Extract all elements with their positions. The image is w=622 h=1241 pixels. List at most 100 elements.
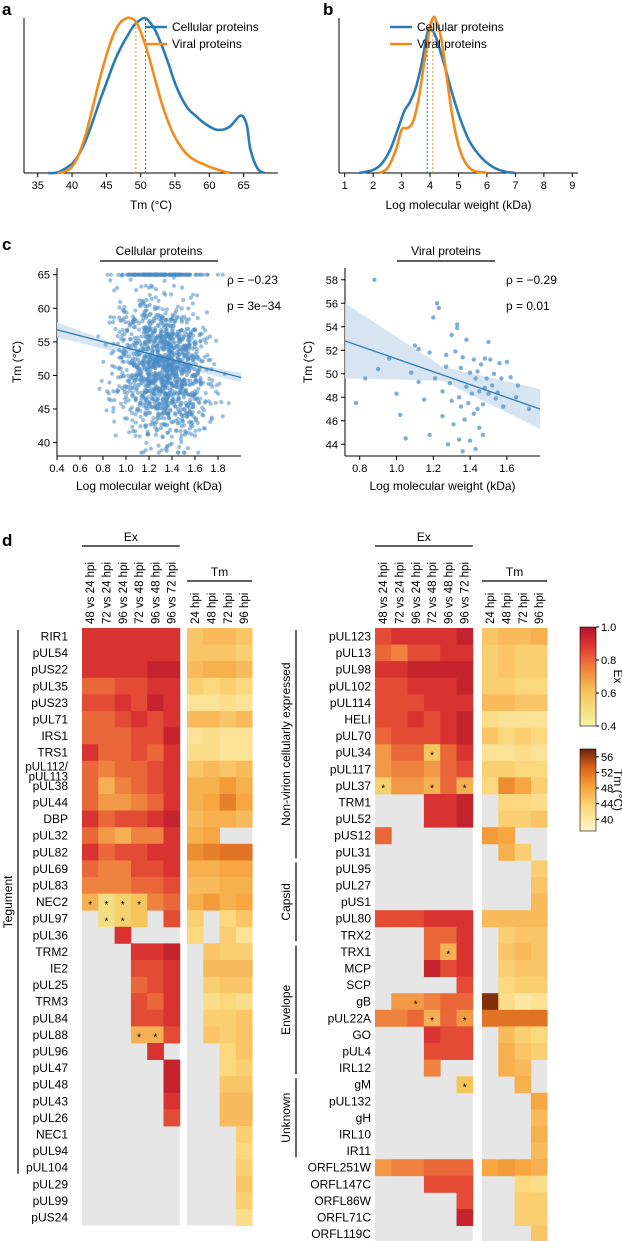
ex-cell [391,1009,408,1027]
ex-cell [440,1009,457,1027]
ex-cell [147,877,164,894]
scatter-point [121,359,126,364]
x-tick-label: 0.8 [95,463,110,475]
heatmap-row: pUL99 [33,1192,253,1210]
scatter-point [168,427,173,432]
ex-cell [147,777,164,795]
ex-cell [98,677,115,695]
x-axis-label: Log molecular weight (kDa) [76,479,222,493]
scatter-point [148,380,154,385]
tm-cell [187,843,204,861]
ex-column-label: 48 vs 24 hpi [85,562,97,624]
scatter-point [202,408,207,413]
ex-cell [440,943,457,961]
ex-cell [98,810,115,828]
scatter-point [153,287,159,292]
ex-cell [456,976,474,994]
heatmap-row: pUL70 [336,727,548,745]
tm-cell [530,993,548,1011]
scatter-point [116,375,121,380]
scatter-point [168,407,173,412]
ex-cell [163,1076,181,1094]
confidence-band [345,303,540,429]
scatter-point [156,443,161,448]
ex-cell [423,1009,441,1027]
scatter-point [154,335,159,340]
scatter-point [179,319,184,324]
ex-cell [391,628,408,645]
scatter-point [477,389,482,394]
tm-cell [187,893,204,911]
x-tick-label: 45 [100,180,112,192]
ex-column-label: 96 vs 48 hpi [150,562,162,624]
tm-cell [498,1159,515,1177]
ex-cell [375,1159,392,1177]
scatter-point [107,380,112,385]
colorbar-tick-label: 0.8 [601,655,616,667]
heatmap-row: pUS22 [31,661,253,679]
scatter-point [169,384,174,389]
tm-cell [514,1159,532,1177]
scatter-point [156,411,161,416]
scatter-point [160,434,165,439]
ex-cell [440,910,457,928]
scatter-point [159,333,164,338]
significance-star: * [463,1016,467,1027]
scatter-point [163,311,168,316]
ex-cell [82,794,99,811]
scatter-point [440,389,445,394]
row-label: pUL80 [336,912,372,926]
tm-cell [235,644,253,662]
ex-cell [423,760,441,778]
tm-cell [498,727,515,745]
scatter-point [460,355,465,360]
rho-annotation: ρ = −0.23 [227,273,278,287]
scatter-points-cellular [96,272,231,455]
scatter-point [118,401,124,406]
row-label: pUL29 [33,1177,69,1191]
scatter-point [186,357,191,362]
scatter-point [181,334,186,339]
scatter-point [190,301,195,306]
tm-cell [235,760,253,778]
heatmap-row: IRS1 [41,727,253,745]
ex-cell [130,860,148,878]
scatter-point [187,382,192,387]
scatter-point [156,450,161,455]
scatter-point [163,272,168,277]
tm-cell [514,1026,532,1044]
scatter-point [133,429,138,434]
scatter-point [162,325,167,330]
ex-column-label: 96 vs 72 hpi [167,562,179,624]
tm-cell [235,1192,253,1210]
significance-star: * [430,784,434,795]
tm-cell [530,910,548,928]
scatter-point [127,430,132,435]
tm-cell [530,1175,548,1193]
heatmap-row: pUL43 [33,1092,253,1110]
heatmap-row: pUL26 [33,1109,253,1127]
scatter-point [451,422,456,427]
ex-cell [114,677,132,695]
scatter-point [372,277,377,282]
ex-cell [423,777,441,795]
scatter-point [140,394,145,399]
y-tick-label: 55 [38,337,50,349]
scatter-point [169,317,174,322]
tm-cell [514,976,532,994]
heatmap-row: pUL13 [336,644,548,662]
ex-cell [456,661,474,679]
x-tick-label: 1.2 [426,463,441,475]
significance-star: * [104,917,108,928]
ex-cell [114,694,132,712]
scatter-point [120,327,125,333]
tm-cell [530,1043,548,1060]
scatter-point [176,417,181,422]
significance-star: * [137,1033,141,1044]
panel-label-d: d [2,531,12,550]
scatter-point [464,384,469,389]
scatter-point [163,368,168,373]
scatter-point [189,412,194,417]
tm-cell [203,877,220,894]
tm-cell [219,993,237,1011]
